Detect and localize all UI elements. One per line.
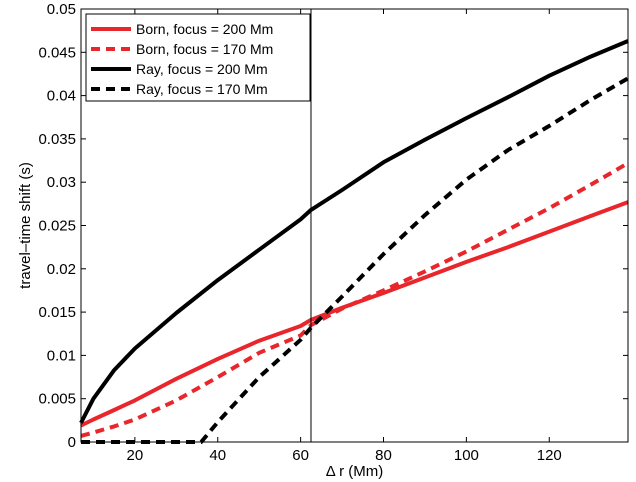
legend-label: Ray, focus = 200 Mm — [136, 61, 268, 77]
y-tick-label: 0.01 — [47, 347, 76, 364]
legend-label: Ray, focus = 170 Mm — [136, 81, 268, 97]
y-tick-label: 0 — [68, 434, 76, 451]
y-tick-label: 0.04 — [47, 88, 76, 105]
ticks-layer: 20 40 60 80 100 120 0 0.005 0.01 0.015 0.02 0.025 0.… — [38, 1, 628, 464]
y-tick-label: 0.015 — [38, 304, 76, 321]
y-tick-label: 0.03 — [47, 174, 76, 191]
x-tick-label: 100 — [454, 447, 479, 464]
y-tick-label: 0.025 — [38, 218, 76, 235]
x-tick-label: 80 — [375, 447, 392, 464]
y-tick-label: 0.05 — [47, 1, 76, 18]
y-tick-label: 0.02 — [47, 261, 76, 278]
legend-label: Born, focus = 200 Mm — [136, 21, 273, 37]
x-axis-label: Δ r (Mm) — [326, 463, 384, 480]
x-tick-label: 60 — [292, 447, 309, 464]
x-tick-label: 120 — [537, 447, 562, 464]
legend-items: Born, focus = 200 Mm Born, focus = 170 Mm… — [91, 21, 273, 97]
y-tick-label: 0.035 — [38, 131, 76, 148]
y-axis-label: travel–time shift (s) — [17, 162, 34, 289]
legend: Born, focus = 200 Mm Born, focus = 170 Mm… — [85, 13, 311, 102]
y-tick-label: 0.005 — [38, 391, 76, 408]
x-tick-label: 20 — [127, 447, 144, 464]
legend-label: Born, focus = 170 Mm — [136, 41, 273, 57]
x-tick-label: 40 — [209, 447, 226, 464]
y-tick-label: 0.045 — [38, 44, 76, 61]
